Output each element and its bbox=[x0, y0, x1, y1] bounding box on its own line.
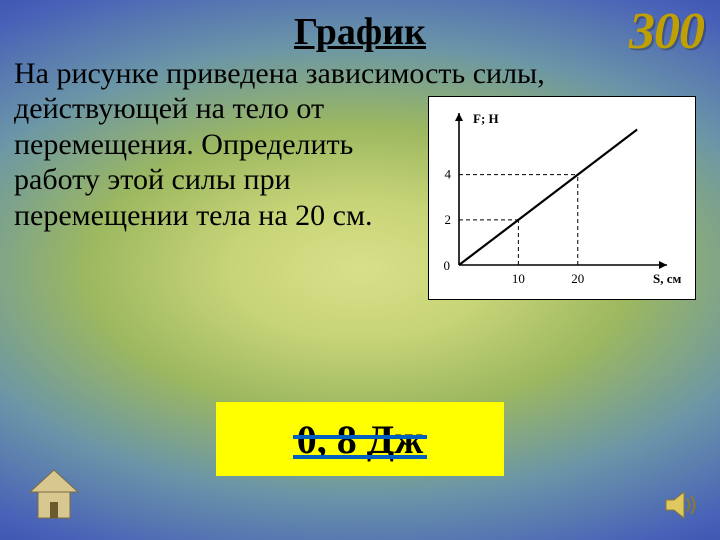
svg-text:F; H: F; H bbox=[473, 111, 499, 126]
svg-text:20: 20 bbox=[571, 271, 584, 286]
slide-title: График bbox=[14, 10, 706, 54]
home-icon[interactable] bbox=[26, 466, 82, 522]
answer-box[interactable]: 0, 8 Дж bbox=[216, 402, 504, 476]
question-line-full: На рисунке приведена зависимость силы, bbox=[14, 57, 545, 90]
force-displacement-chart: 0 10 20 2 4 F; H S, см bbox=[428, 96, 696, 300]
question-line-rest: действующей на тело от перемещения. Опре… bbox=[14, 92, 372, 231]
svg-text:4: 4 bbox=[445, 167, 452, 182]
svg-text:S, см: S, см bbox=[653, 271, 682, 286]
sound-icon[interactable] bbox=[664, 490, 698, 520]
svg-text:0: 0 bbox=[444, 258, 451, 273]
points-badge: 300 bbox=[629, 2, 704, 61]
svg-text:2: 2 bbox=[445, 212, 452, 227]
answer-text: 0, 8 Дж bbox=[297, 416, 424, 463]
svg-text:10: 10 bbox=[512, 271, 525, 286]
